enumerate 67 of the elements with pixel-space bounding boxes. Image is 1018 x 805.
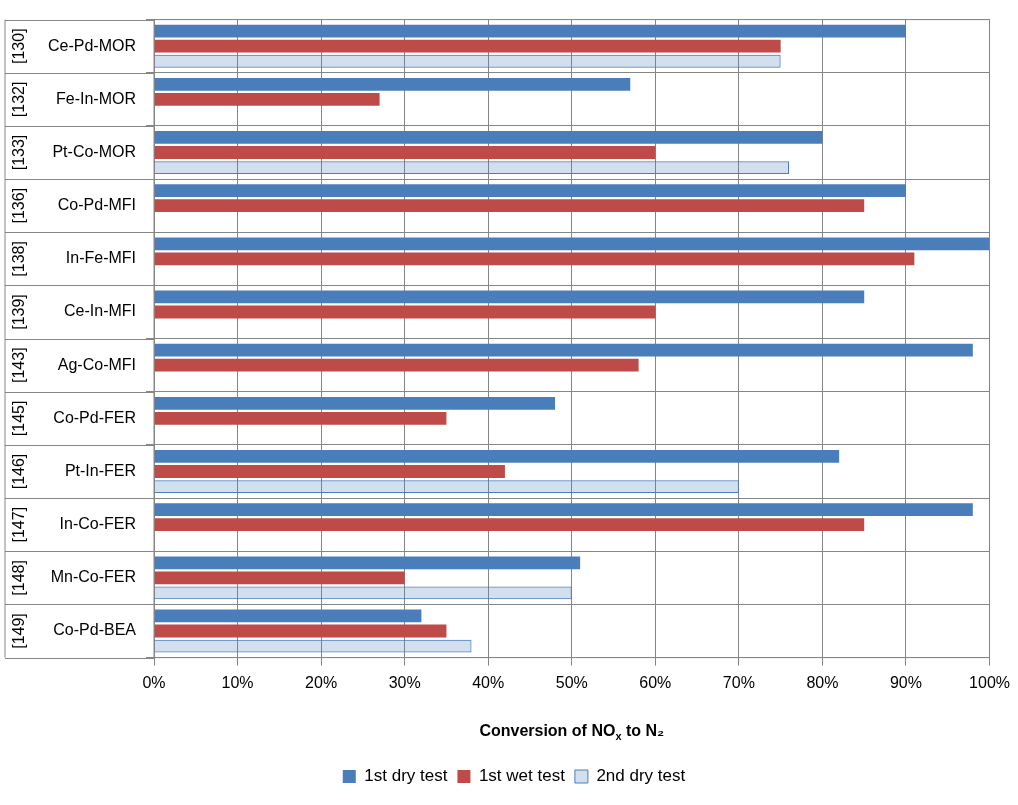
x-tick-label: 50% xyxy=(555,673,588,691)
bar xyxy=(154,131,823,144)
y-tick-label: Pt-Co-MOR xyxy=(52,142,137,160)
bar xyxy=(154,39,781,53)
legend-label: 2nd dry test xyxy=(596,766,686,786)
y-tick-label: Co-Pd-MFI xyxy=(57,196,137,214)
x-tick-label: 0% xyxy=(142,673,166,691)
x-tick-label: 30% xyxy=(388,673,421,691)
text: [147] xyxy=(10,506,28,543)
x-tick-label: 80% xyxy=(806,673,839,691)
x-tick-label: 10% xyxy=(221,673,254,691)
bar xyxy=(154,609,422,623)
y-tick-label: Co-Pd-BEA xyxy=(53,621,137,639)
text: [133] xyxy=(10,134,28,171)
bar xyxy=(154,237,990,251)
y-tick-label: Ag-Co-MFI xyxy=(57,355,137,373)
y-tick-label: Co-Pd-FER xyxy=(53,408,137,426)
bar xyxy=(154,77,631,91)
y-tick-label: In-Fe-MFI xyxy=(65,249,137,267)
bar xyxy=(154,503,973,517)
x-tick-label: 20% xyxy=(305,673,338,691)
y-tick-label: Pt-In-FER xyxy=(64,461,137,479)
text: [148] xyxy=(10,560,28,596)
text: [149] xyxy=(10,613,28,649)
bar xyxy=(154,358,639,372)
bar xyxy=(154,480,739,493)
legend-label: 1st dry test xyxy=(364,766,448,786)
bar xyxy=(154,465,505,478)
text: [143] xyxy=(10,347,28,383)
text: [130] xyxy=(10,28,28,64)
bar xyxy=(154,571,405,585)
bar xyxy=(154,290,865,304)
y-tick-label: Fe-In-MOR xyxy=(56,89,137,107)
bar xyxy=(154,640,471,652)
bar xyxy=(154,305,656,319)
x-tick-label: 70% xyxy=(722,673,755,691)
legend-label: 1st wet test xyxy=(478,766,566,786)
text: [132] xyxy=(10,81,28,118)
y-tick-label: Mn-Co-FER xyxy=(50,568,137,586)
y-tick-label: Ce-In-MFI xyxy=(64,302,137,320)
x-tick-label: 40% xyxy=(472,673,505,691)
text: [145] xyxy=(10,400,28,437)
bar xyxy=(154,411,447,425)
bar xyxy=(154,92,380,106)
bar xyxy=(154,161,790,174)
bar xyxy=(154,199,865,213)
bar xyxy=(154,184,906,198)
text: [136] xyxy=(10,187,28,224)
bar xyxy=(154,518,865,532)
x-tick-label: 60% xyxy=(639,673,672,691)
text: [139] xyxy=(10,294,28,330)
bar xyxy=(154,24,906,38)
text: [146] xyxy=(10,453,28,490)
bar xyxy=(154,55,780,67)
bar xyxy=(154,587,571,599)
x-tick-label: 100% xyxy=(969,673,1010,691)
bar xyxy=(154,556,581,570)
y-tick-label: In-Co-FER xyxy=(59,515,137,533)
bar xyxy=(154,252,915,266)
y-tick-label: Ce-Pd-MOR xyxy=(47,36,137,54)
bar xyxy=(154,624,447,638)
bar xyxy=(154,396,556,410)
bar xyxy=(154,146,656,159)
text: [138] xyxy=(10,241,28,277)
x-tick-label: 90% xyxy=(889,673,922,691)
bar xyxy=(154,343,973,357)
bar xyxy=(154,450,840,463)
